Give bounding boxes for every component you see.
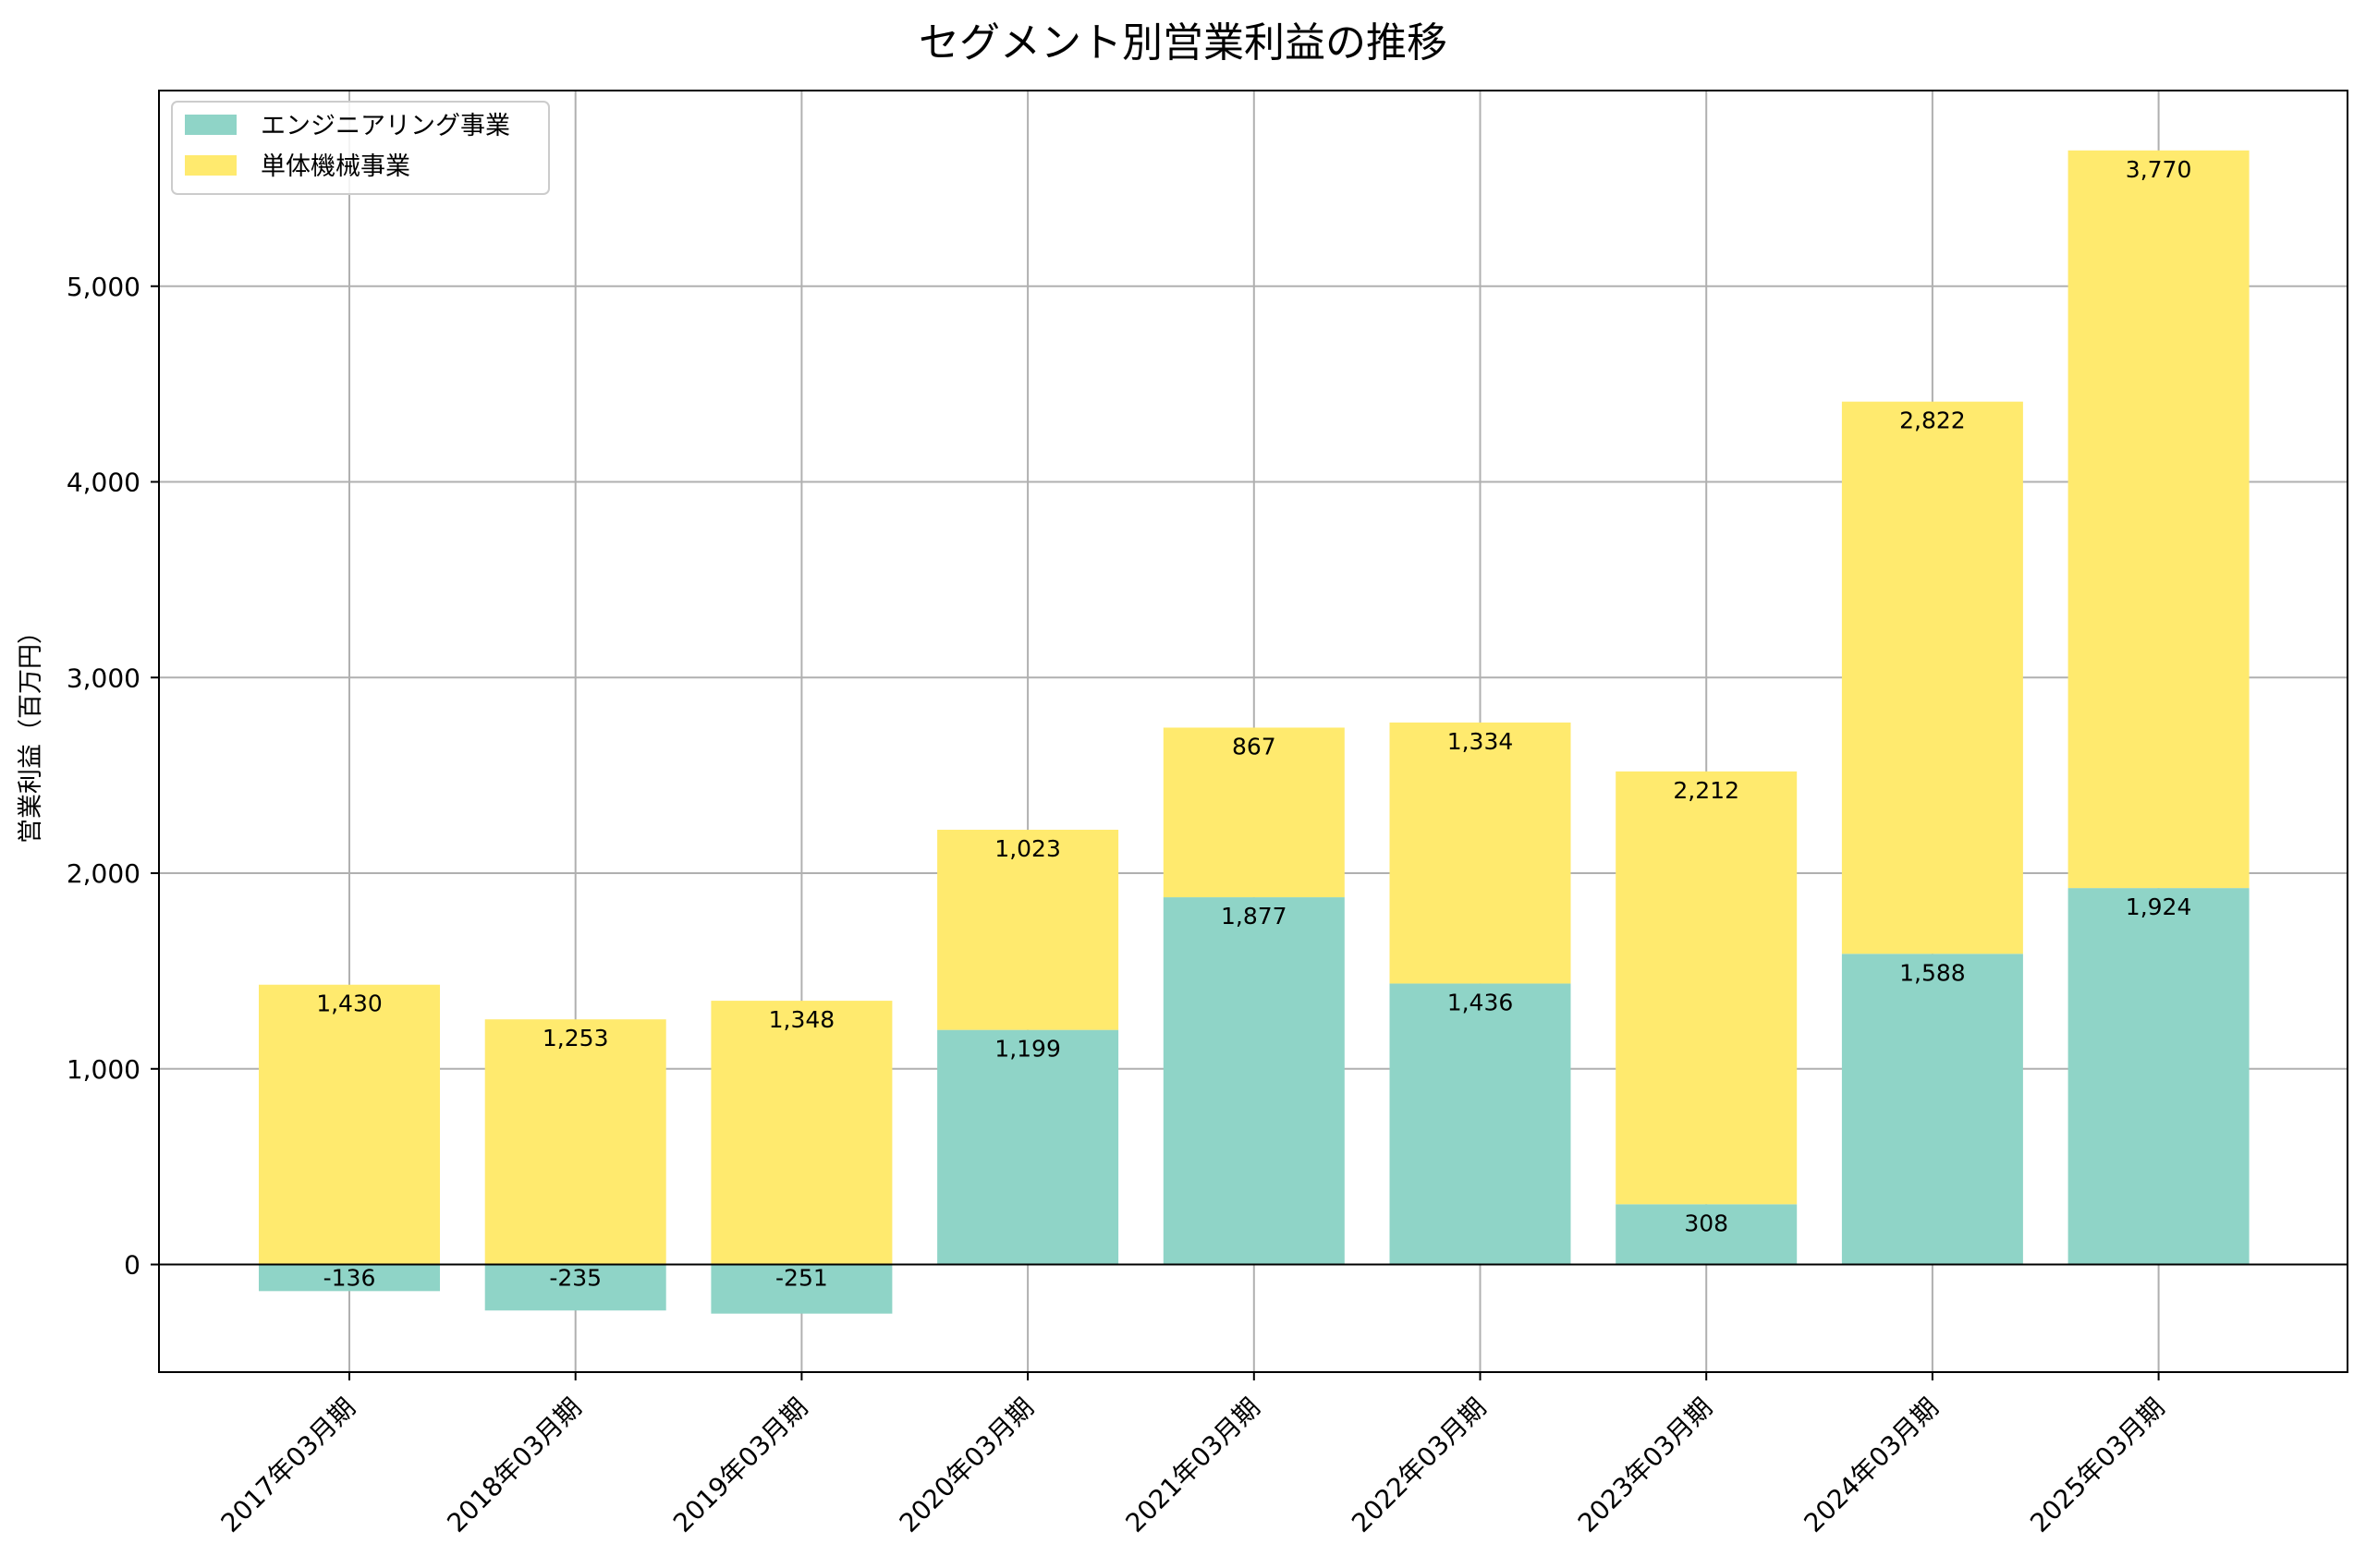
x-tick-label: 2024年03月期 xyxy=(1799,1392,1945,1538)
data-label-engineering: -136 xyxy=(323,1265,376,1292)
legend-label: 単体機械事業 xyxy=(261,152,410,181)
data-label-engineering: -251 xyxy=(775,1265,828,1292)
bar-engineering xyxy=(1389,983,1571,1265)
y-axis-label: 営業利益（百万円） xyxy=(17,619,45,844)
data-label-engineering: 1,199 xyxy=(994,1036,1061,1063)
x-tick-label: 2019年03月期 xyxy=(667,1392,813,1538)
legend-label: エンジニアリング事業 xyxy=(261,112,510,140)
data-label-engineering: 1,924 xyxy=(2126,893,2192,920)
x-tick-label: 2021年03月期 xyxy=(1119,1392,1265,1538)
x-tick-label: 2018年03月期 xyxy=(441,1392,587,1538)
x-tick-label: 2022年03月期 xyxy=(1346,1392,1492,1538)
bar-machinery xyxy=(2067,150,2250,889)
bar-machinery xyxy=(1841,401,2023,954)
bar-engineering xyxy=(711,1264,893,1314)
bar-machinery xyxy=(711,1001,893,1265)
chart-title: セグメント別営業利益の推移 xyxy=(919,19,1447,67)
x-tick-label: 2017年03月期 xyxy=(215,1392,361,1538)
bar-engineering xyxy=(1841,954,2023,1265)
data-label-engineering: -235 xyxy=(549,1265,602,1292)
y-tick-label: 5,000 xyxy=(67,272,140,302)
data-label-machinery: 2,822 xyxy=(1899,407,1966,434)
x-tick-label: 2025年03月期 xyxy=(2024,1392,2170,1538)
data-label-machinery: 1,334 xyxy=(1447,728,1514,755)
data-label-engineering: 308 xyxy=(1684,1209,1728,1236)
y-tick-label: 3,000 xyxy=(67,662,140,693)
bar-engineering xyxy=(259,1264,440,1292)
x-tick-label: 2020年03月期 xyxy=(894,1392,1040,1538)
data-label-machinery: 867 xyxy=(1232,733,1276,760)
x-tick-label: 2023年03月期 xyxy=(1572,1392,1718,1538)
data-label-machinery: 1,348 xyxy=(769,1006,835,1033)
bar-machinery xyxy=(484,1019,666,1265)
bar-machinery xyxy=(1616,771,1798,1205)
y-tick-label: 4,000 xyxy=(67,468,140,498)
bar-machinery xyxy=(1389,722,1571,984)
data-label-machinery: 1,430 xyxy=(316,991,383,1017)
data-label-machinery: 2,212 xyxy=(1673,777,1739,804)
bar-machinery xyxy=(1163,727,1345,898)
bar-engineering xyxy=(937,1029,1119,1265)
legend-box xyxy=(171,101,550,195)
bar-engineering xyxy=(1163,897,1345,1265)
y-tick-label: 1,000 xyxy=(67,1054,140,1085)
bar-engineering xyxy=(2067,888,2250,1265)
data-labels: -136 1,430 -235 1,253 -251 1,348 1,199 1,023 1,8… xyxy=(316,156,2191,1292)
bar-engineering xyxy=(1616,1204,1798,1265)
bars xyxy=(259,150,2250,1314)
legend-swatch xyxy=(185,155,237,176)
bar-engineering xyxy=(484,1264,666,1311)
data-label-machinery: 3,770 xyxy=(2126,156,2192,183)
data-label-engineering: 1,877 xyxy=(1221,903,1287,930)
y-tick-label: 0 xyxy=(124,1250,140,1281)
data-label-engineering: 1,436 xyxy=(1447,989,1514,1015)
data-label-machinery: 1,253 xyxy=(543,1025,609,1051)
legend-swatch xyxy=(185,115,237,135)
data-label-machinery: 1,023 xyxy=(994,835,1061,862)
data-label-engineering: 1,588 xyxy=(1899,959,1966,986)
y-tick-label: 2,000 xyxy=(67,858,140,889)
bar-machinery xyxy=(259,984,440,1265)
bar-machinery xyxy=(937,830,1119,1030)
